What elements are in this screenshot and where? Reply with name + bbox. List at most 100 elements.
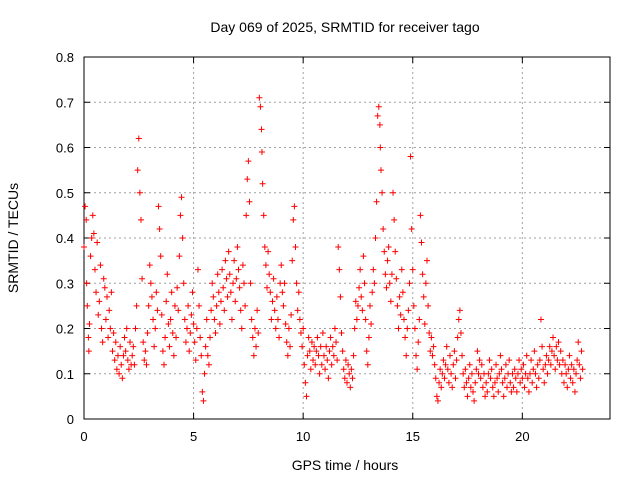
data-point: [453, 357, 460, 364]
data-point: [502, 361, 509, 368]
data-point: [520, 361, 527, 368]
data-point: [345, 361, 352, 368]
data-point: [90, 230, 97, 237]
data-point: [381, 248, 388, 255]
data-point: [133, 302, 140, 309]
data-point: [421, 320, 428, 327]
data-point: [545, 357, 552, 364]
data-point: [448, 370, 455, 377]
data-point: [349, 375, 356, 382]
data-point: [257, 103, 264, 110]
data-point: [119, 375, 126, 382]
data-point: [417, 212, 424, 219]
data-point: [472, 379, 479, 386]
data-point: [262, 262, 269, 269]
data-point: [390, 189, 397, 196]
data-point: [316, 370, 323, 377]
data-point: [231, 257, 238, 264]
data-point: [570, 366, 577, 373]
data-point: [130, 343, 137, 350]
data-point: [409, 266, 416, 273]
data-point: [266, 271, 273, 278]
data-point: [256, 94, 263, 101]
data-point: [94, 239, 101, 246]
data-point: [174, 284, 181, 291]
data-point: [364, 361, 371, 368]
data-point: [512, 375, 519, 382]
data-point: [565, 366, 572, 373]
data-point: [537, 316, 544, 323]
data-point: [335, 244, 342, 251]
data-point: [529, 379, 536, 386]
data-point: [377, 167, 384, 174]
data-point: [193, 325, 200, 332]
data-point: [456, 307, 463, 314]
data-point: [320, 352, 327, 359]
data-point: [91, 266, 98, 273]
data-point: [306, 348, 313, 355]
data-point: [232, 298, 239, 305]
data-point: [498, 366, 505, 373]
data-point: [535, 375, 542, 382]
data-point: [110, 330, 117, 337]
data-point: [333, 339, 340, 346]
data-point: [494, 375, 501, 382]
data-point: [501, 375, 508, 382]
data-point: [402, 334, 409, 341]
data-point: [342, 357, 349, 364]
data-point: [411, 325, 418, 332]
data-point: [575, 339, 582, 346]
data-point: [486, 357, 493, 364]
data-point: [143, 361, 150, 368]
data-point: [113, 366, 120, 373]
data-point: [338, 330, 345, 337]
data-point: [121, 334, 128, 341]
data-point: [425, 302, 432, 309]
data-point: [396, 293, 403, 300]
data-point: [337, 293, 344, 300]
data-point: [192, 357, 199, 364]
data-point: [246, 198, 253, 205]
data-point: [327, 334, 334, 341]
data-point: [297, 330, 304, 337]
data-point: [230, 280, 237, 287]
data-point: [346, 370, 353, 377]
data-point: [334, 357, 341, 364]
data-point: [373, 198, 380, 205]
data-point: [566, 352, 573, 359]
data-point: [540, 366, 547, 373]
data-point: [517, 379, 524, 386]
data-point: [568, 361, 575, 368]
data-point: [392, 248, 399, 255]
data-point: [191, 339, 198, 346]
data-point: [493, 361, 500, 368]
data-point: [109, 348, 116, 355]
data-point: [380, 225, 387, 232]
data-point: [407, 153, 414, 160]
data-point: [543, 352, 550, 359]
data-point: [135, 135, 142, 142]
data-point: [284, 352, 291, 359]
data-point: [198, 352, 205, 359]
data-point: [209, 280, 216, 287]
data-point: [440, 357, 447, 364]
data-point: [254, 307, 261, 314]
data-point: [96, 298, 103, 305]
data-point: [84, 302, 91, 309]
data-point: [525, 388, 532, 395]
data-point: [365, 334, 372, 341]
data-point: [393, 275, 400, 282]
data-point: [518, 366, 525, 373]
data-point: [484, 388, 491, 395]
data-point: [455, 316, 462, 323]
data-point: [478, 361, 485, 368]
y-tick-label: 0.8: [56, 50, 74, 65]
data-point: [485, 370, 492, 377]
data-point: [507, 379, 514, 386]
data-point: [463, 379, 470, 386]
data-point: [86, 320, 93, 327]
data-point: [305, 334, 312, 341]
data-point: [556, 361, 563, 368]
data-point: [167, 316, 174, 323]
data-point: [170, 352, 177, 359]
